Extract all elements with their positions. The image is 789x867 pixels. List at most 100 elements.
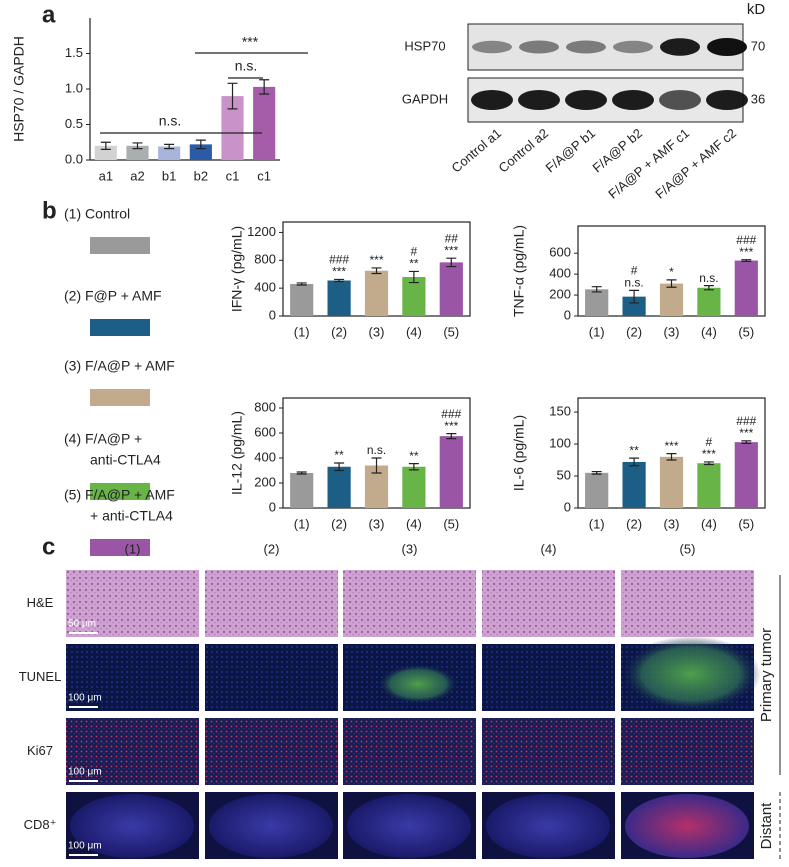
y-axis-label: TNF-α (pg/mL) [511, 225, 527, 317]
micrograph [621, 570, 754, 637]
x-tick-label: (2) [626, 324, 642, 339]
band [612, 90, 654, 110]
x-tick-label: (2) [331, 516, 347, 531]
bar [439, 262, 463, 316]
legend-label: (3) F/A@P + AMF [64, 358, 175, 374]
column-label: (3) [402, 541, 418, 556]
error-bar [408, 463, 419, 471]
y-tick-label: 1.0 [65, 80, 83, 95]
lane-label: F/A@P b1 [543, 125, 599, 175]
error-bar [629, 457, 640, 467]
bar [402, 466, 426, 508]
error-bar [164, 143, 175, 150]
error-bar [296, 471, 307, 475]
micrograph [66, 644, 199, 711]
bar [158, 146, 181, 160]
micrograph [205, 718, 338, 785]
micrograph [482, 718, 615, 785]
significance-label: ** [409, 449, 419, 463]
scale-bar-label: 100 μm [68, 841, 102, 852]
error-bar [132, 142, 143, 150]
significance-label: ** [409, 257, 419, 271]
panel-label: a [42, 1, 56, 28]
bar [622, 296, 646, 316]
significance-label: *** [369, 253, 383, 267]
x-tick-label: (1) [589, 516, 605, 531]
x-tick-label: (3) [664, 516, 680, 531]
significance-label: ** [629, 443, 639, 457]
bar [364, 270, 389, 316]
x-tick-label: (5) [443, 516, 459, 531]
significance-label: *** [702, 447, 716, 461]
x-tick-label: (5) [738, 324, 754, 339]
annotation: n.s. [159, 113, 182, 129]
bar [697, 463, 721, 508]
error-bar [703, 461, 714, 466]
error-bar [227, 82, 238, 110]
significance-label: n.s. [367, 443, 386, 457]
x-tick-label: (1) [294, 324, 310, 339]
legend-swatch [90, 319, 150, 336]
y-tick-label: 1.5 [65, 45, 83, 60]
bar [364, 465, 389, 508]
x-tick-label: c1 [257, 168, 271, 183]
y-axis-label: IL-12 (pg/mL) [229, 411, 245, 495]
significance-label: n.s. [624, 276, 643, 290]
bar [189, 144, 212, 160]
y-tick-label: 0.0 [65, 151, 83, 166]
tissue [625, 794, 749, 858]
micrograph [621, 718, 754, 785]
y-tick-label: 100 [549, 435, 571, 450]
band [565, 90, 607, 110]
y-tick-label: 1200 [247, 224, 276, 239]
x-tick-label: c1 [226, 168, 240, 183]
scale-bar-label: 100 μm [68, 693, 102, 704]
error-bar [666, 453, 677, 461]
bar [659, 283, 684, 316]
y-tick-label: 600 [254, 424, 276, 439]
bar [622, 461, 646, 508]
y-tick-label: 0.5 [65, 116, 83, 131]
legend-swatch [90, 539, 150, 556]
band [471, 90, 513, 110]
blot-row-label: GAPDH [402, 91, 448, 106]
significance-label: ### [736, 414, 756, 428]
micrograph [343, 718, 476, 785]
x-tick-label: (3) [369, 516, 385, 531]
x-tick-label: (1) [294, 516, 310, 531]
micrograph [66, 570, 199, 637]
error-bar [741, 259, 752, 262]
legend-label: (5) F/A@P + AMF [64, 487, 175, 503]
micrograph [482, 644, 615, 711]
error-bar [591, 286, 602, 293]
x-tick-label: (3) [664, 324, 680, 339]
error-bar [100, 141, 111, 150]
micrograph [66, 718, 199, 785]
error-bar [446, 433, 457, 440]
row-label: Ki67 [27, 743, 53, 758]
micrograph [205, 570, 338, 637]
error-bar [741, 440, 752, 445]
significance-label: n.s. [699, 271, 718, 285]
y-tick-label: 200 [254, 474, 276, 489]
x-tick-label: a1 [99, 168, 113, 183]
lane-label: Control a2 [496, 125, 552, 175]
legend-label: + anti-CTLA4 [90, 508, 173, 524]
micrograph [343, 570, 476, 637]
x-tick-label: b1 [162, 168, 176, 183]
band [659, 90, 701, 110]
band [472, 40, 512, 54]
significance-label: # [411, 245, 418, 259]
tissue [486, 794, 610, 858]
group-label: Distant [758, 802, 775, 850]
y-tick-label: 0 [564, 307, 571, 322]
bar [734, 442, 758, 508]
x-tick-label: (4) [701, 516, 717, 531]
x-tick-label: (4) [701, 324, 717, 339]
x-tick-label: a2 [130, 168, 144, 183]
column-label: (4) [541, 541, 557, 556]
x-tick-label: b2 [194, 168, 208, 183]
band [613, 40, 653, 54]
scale-bar-label: 100 μm [68, 767, 102, 778]
